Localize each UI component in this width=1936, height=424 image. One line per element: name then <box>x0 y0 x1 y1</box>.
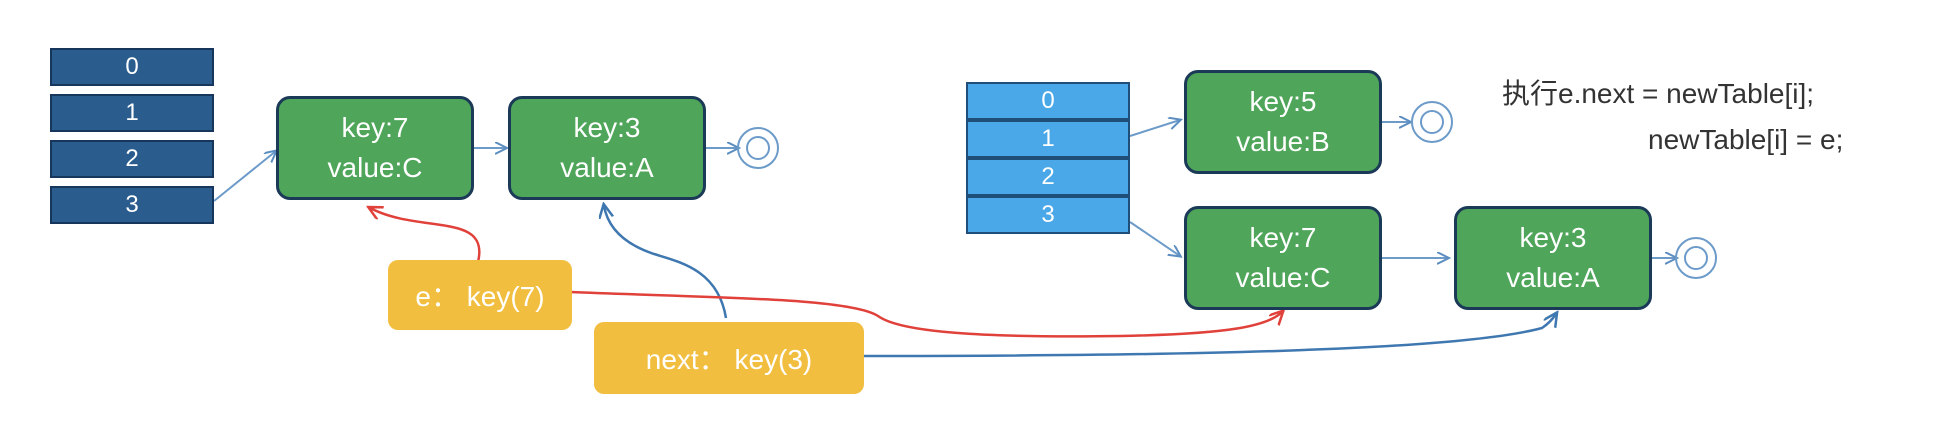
node-value: value:C <box>327 152 423 183</box>
e-pointer-arrow-right <box>569 290 1282 338</box>
node-value: value:B <box>1236 126 1330 157</box>
node-key: key:7 <box>341 112 409 143</box>
link-newbucket1-to-key5 <box>1129 120 1180 137</box>
new-table-bucket-3: 3 <box>966 196 1130 234</box>
old-table-bucket-1: 1 <box>50 94 214 132</box>
next-pointer-arrow-right <box>861 314 1556 358</box>
node-value: value:C <box>1235 262 1331 293</box>
node-value: value:A <box>560 152 654 183</box>
node-key: key:7 <box>1249 222 1317 253</box>
link-newbucket3-to-key7 <box>1129 221 1180 256</box>
new-table-bucket-1: 1 <box>966 120 1130 158</box>
link-bucket3-to-key7 <box>213 151 276 202</box>
old-table-bucket-0: 0 <box>50 48 214 86</box>
null-terminator-icon <box>737 127 779 169</box>
code-line-1: 执行e.next = newTable[i]; <box>1502 78 1815 109</box>
node-value: value:A <box>1506 262 1600 293</box>
code-line-2: newTable[i] = e; <box>1648 124 1844 155</box>
null-terminator-icon <box>1411 101 1453 143</box>
left-node-key3: key:3 value:A <box>508 96 706 200</box>
old-table-bucket-3: 3 <box>50 186 214 224</box>
node-key: key:3 <box>573 112 641 143</box>
right-node-key7: key:7 value:C <box>1184 206 1382 310</box>
e-pointer-box: e： key(7) <box>388 260 572 330</box>
left-node-key7: key:7 value:C <box>276 96 474 200</box>
next-pointer-box: next： key(3) <box>594 322 864 394</box>
next-pointer-arrow-left <box>604 206 728 319</box>
null-terminator-icon <box>1675 237 1717 279</box>
new-table-bucket-0: 0 <box>966 82 1130 120</box>
e-pointer-arrow-left <box>370 208 481 263</box>
node-key: key:3 <box>1519 222 1587 253</box>
new-table-bucket-2: 2 <box>966 158 1130 196</box>
right-node-key3: key:3 value:A <box>1454 206 1652 310</box>
old-table-bucket-2: 2 <box>50 140 214 178</box>
right-node-key5: key:5 value:B <box>1184 70 1382 174</box>
node-key: key:5 <box>1249 86 1317 117</box>
